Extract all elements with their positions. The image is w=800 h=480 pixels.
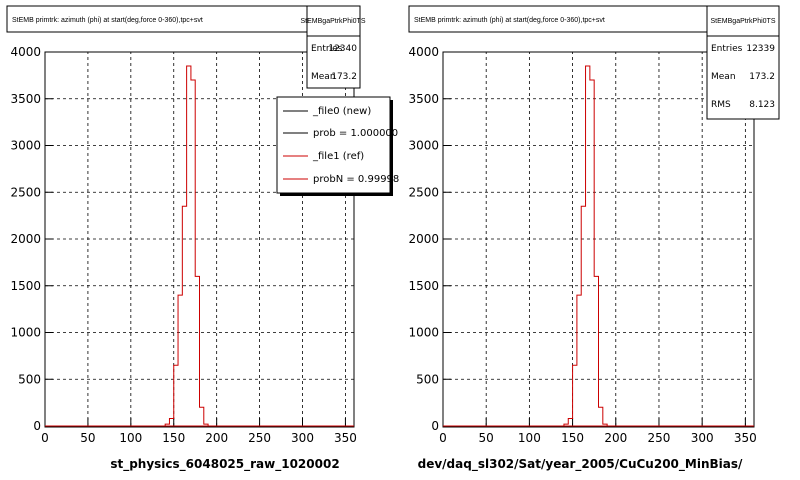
stats-entries-label-left: Entries: [311, 44, 343, 54]
x-tick-label: 150: [162, 431, 185, 445]
y-tick-label: 1000: [408, 326, 439, 340]
y-tick-label: 3000: [10, 139, 41, 153]
grid-right: [443, 51, 754, 426]
stats-mean-label-right: Mean: [711, 72, 736, 82]
legend-label-3: _file1 (ref): [312, 151, 364, 162]
y-tick-label: 0: [431, 419, 439, 433]
y-tick-label: 1000: [10, 326, 41, 340]
stats-name-left: StEMBgaPtrkPhi0TS: [301, 18, 366, 25]
legend-box: [276, 96, 391, 194]
title-box-left: [6, 5, 308, 33]
x-tick-label: 50: [479, 431, 494, 445]
title-left: StEMB primtrk: azimuth (phi) at start(de…: [12, 17, 203, 24]
x-tick-label: 200: [604, 431, 627, 445]
x-tick-label: 0: [439, 431, 447, 445]
y-tick-label: 3500: [10, 92, 41, 106]
x-tick-label: 350: [734, 431, 757, 445]
panel-left: StEMB primtrk: azimuth (phi) at start(de…: [6, 5, 399, 472]
y-tick-label: 3000: [408, 139, 439, 153]
x-tick-label: 100: [119, 431, 142, 445]
stats-box-left: [306, 5, 361, 89]
y-tick-label: 1500: [408, 279, 439, 293]
title-right: StEMB primtrk: azimuth (phi) at start(de…: [414, 17, 605, 24]
y-tick-label: 0: [33, 419, 41, 433]
histogram-right: [563, 65, 608, 426]
y-tick-label: 4000: [10, 45, 41, 59]
grid-left: [45, 51, 354, 426]
y-tick-label: 2500: [408, 185, 439, 199]
y-tick-label: 500: [416, 372, 439, 386]
x-tick-label: 250: [248, 431, 271, 445]
stats-name-right: StEMBgaPtrkPhi0TS: [711, 18, 776, 25]
xticks-left: 0 50 100 150 200 250 300 350: [41, 418, 357, 445]
y-tick-label: 1500: [10, 279, 41, 293]
x-tick-label: 250: [648, 431, 671, 445]
stats-entries-value-left: 12340: [328, 44, 357, 54]
y-tick-label: 2000: [10, 232, 41, 246]
panel-right: StEMB primtrk: azimuth (phi) at start(de…: [408, 5, 780, 472]
x-tick-label: 100: [518, 431, 541, 445]
stats-entries-value-right: 12339: [746, 44, 775, 54]
stats-entries-label-right: Entries: [711, 44, 743, 54]
legend-label-1: _file0 (new): [312, 106, 371, 117]
histogram-left: [164, 65, 209, 426]
stats-rms-label-right: RMS: [711, 100, 731, 110]
x-tick-label: 350: [334, 431, 357, 445]
stats-box-right: [706, 5, 780, 120]
yticks-right: 0 500 1000 1500 2000 2500 3000 3500 4000: [408, 45, 451, 433]
x-tick-label: 200: [205, 431, 228, 445]
x-tick-label: 300: [291, 431, 314, 445]
yticks-left: 0 500 1000 1500 2000 2500 3000 3500 4000: [10, 45, 53, 433]
stats-mean-value-left: 173.2: [331, 72, 357, 82]
x-tick-label: 0: [41, 431, 49, 445]
x-tick-label: 50: [80, 431, 95, 445]
x-axis-label-left: st_physics_6048025_raw_1020002: [110, 457, 339, 472]
y-tick-label: 2000: [408, 232, 439, 246]
x-tick-label: 150: [561, 431, 584, 445]
y-tick-label: 500: [18, 372, 41, 386]
x-tick-label: 300: [691, 431, 714, 445]
legend-label-2: prob = 1.000000: [313, 128, 398, 139]
y-tick-label: 3500: [408, 92, 439, 106]
legend-label-4: probN = 0.99998: [313, 174, 399, 185]
stats-mean-label-left: Mean: [311, 72, 336, 82]
x-axis-label-right: dev/daq_sl302/Sat/year_2005/CuCu200_MinB…: [418, 457, 743, 472]
y-tick-label: 2500: [10, 185, 41, 199]
stats-rms-value-right: 8.123: [749, 100, 775, 110]
xticks-right: 0 50 100 150 200 250 300 350: [439, 418, 757, 445]
y-tick-label: 4000: [408, 45, 439, 59]
stats-mean-value-right: 173.2: [749, 72, 775, 82]
title-box-right: [408, 5, 710, 33]
